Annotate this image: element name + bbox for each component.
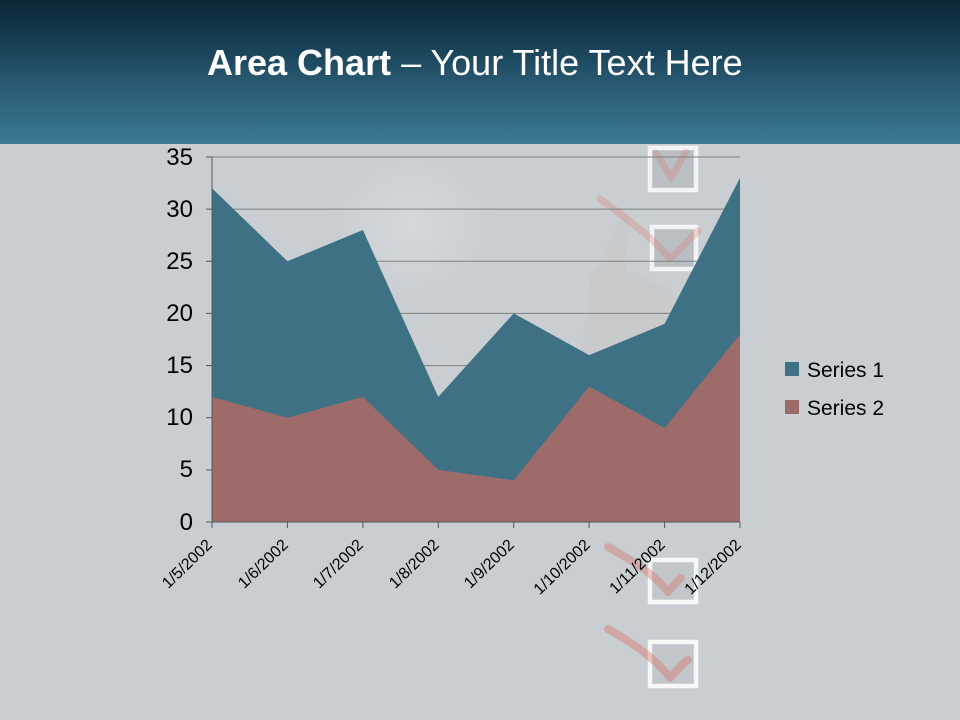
svg-text:1/5/2002: 1/5/2002 [159,537,216,593]
svg-text:1/9/2002: 1/9/2002 [461,537,518,593]
svg-text:5: 5 [180,456,193,483]
svg-text:0: 0 [180,509,193,536]
svg-text:1/8/2002: 1/8/2002 [386,537,443,593]
svg-text:30: 30 [166,196,193,223]
svg-text:20: 20 [166,300,193,327]
svg-text:1/6/2002: 1/6/2002 [235,537,292,593]
svg-text:15: 15 [166,352,193,379]
svg-text:1/10/2002: 1/10/2002 [531,537,594,599]
svg-text:Series 2: Series 2 [807,397,884,420]
svg-text:Series 1: Series 1 [807,359,884,382]
svg-text:35: 35 [166,144,193,171]
svg-text:25: 25 [166,248,193,275]
svg-text:10: 10 [166,404,193,431]
svg-text:1/7/2002: 1/7/2002 [310,537,367,593]
